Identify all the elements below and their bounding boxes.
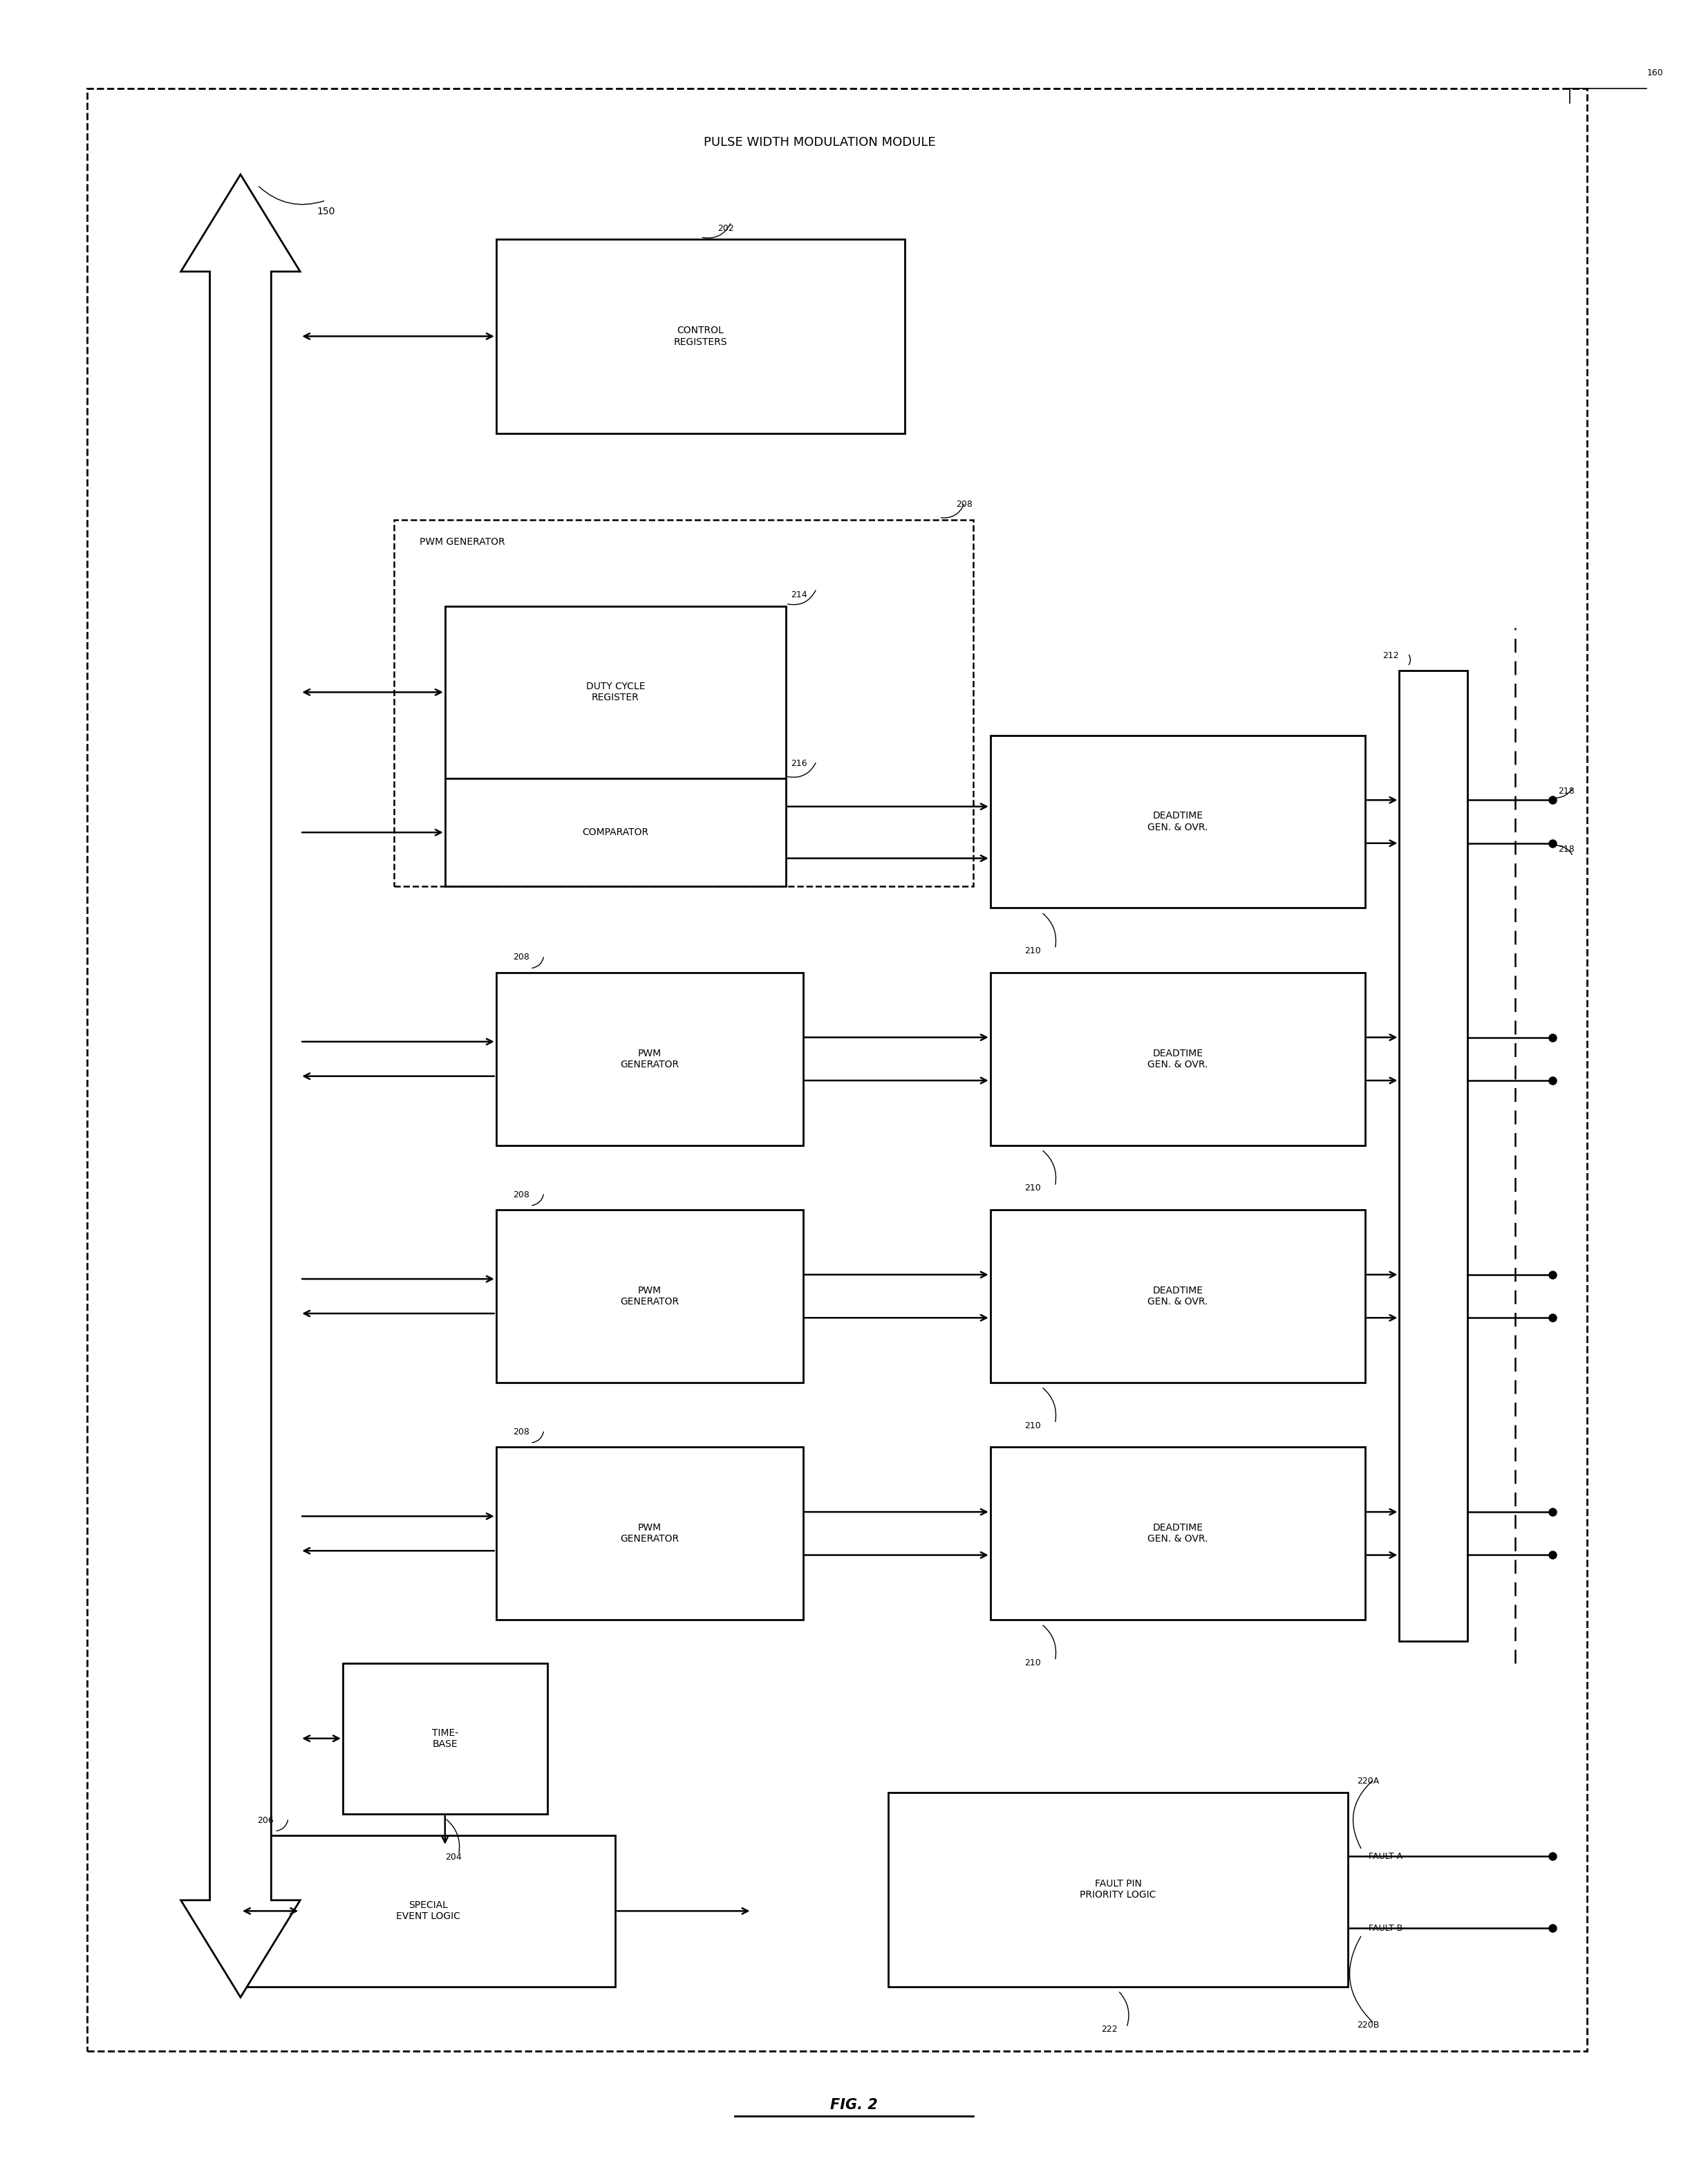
Text: COMPARATOR: COMPARATOR [582, 828, 649, 836]
Text: DEADTIME
GEN. & OVR.: DEADTIME GEN. & OVR. [1148, 1524, 1208, 1543]
Bar [446, 778, 786, 886]
Bar [888, 1791, 1348, 1986]
Text: PWM GENERATOR: PWM GENERATOR [420, 536, 506, 547]
Bar [991, 1210, 1365, 1383]
Text: PWM
GENERATOR: PWM GENERATOR [620, 1524, 678, 1543]
Text: 208: 208 [956, 499, 974, 508]
Text: 160: 160 [1647, 69, 1664, 78]
Bar [87, 89, 1587, 2051]
Text: 220A: 220A [1356, 1776, 1378, 1785]
Text: DEADTIME
GEN. & OVR.: DEADTIME GEN. & OVR. [1148, 810, 1208, 832]
Bar [495, 1448, 803, 1621]
Text: 212: 212 [1382, 650, 1399, 659]
Text: 208: 208 [512, 1428, 529, 1437]
Text: 220B: 220B [1356, 2021, 1378, 2029]
Text: 222: 222 [1102, 2025, 1117, 2034]
Text: 206: 206 [258, 1815, 273, 1824]
Bar [991, 735, 1365, 908]
Text: DEADTIME
GEN. & OVR.: DEADTIME GEN. & OVR. [1148, 1286, 1208, 1307]
Text: 218: 218 [1558, 845, 1575, 854]
Text: FIG. 2: FIG. 2 [830, 2098, 878, 2111]
Text: 210: 210 [1025, 1184, 1040, 1193]
Bar [446, 605, 786, 778]
Bar [395, 519, 974, 886]
Text: SPECIAL
EVENT LOGIC: SPECIAL EVENT LOGIC [396, 1900, 459, 1921]
Text: 216: 216 [791, 759, 808, 767]
Text: FAULT PIN
PRIORITY LOGIC: FAULT PIN PRIORITY LOGIC [1079, 1880, 1156, 1900]
Text: PWM
GENERATOR: PWM GENERATOR [620, 1048, 678, 1070]
Text: FAULT B: FAULT B [1368, 1923, 1402, 1932]
Text: PWM
GENERATOR: PWM GENERATOR [620, 1286, 678, 1307]
Text: PULSE WIDTH MODULATION MODULE: PULSE WIDTH MODULATION MODULE [704, 136, 936, 149]
Text: 150: 150 [318, 207, 335, 216]
Bar [495, 240, 905, 434]
Text: DUTY CYCLE
REGISTER: DUTY CYCLE REGISTER [586, 681, 646, 702]
Bar [495, 972, 803, 1145]
Text: 210: 210 [1025, 1657, 1040, 1668]
Text: 210: 210 [1025, 1422, 1040, 1431]
Text: DEADTIME
GEN. & OVR.: DEADTIME GEN. & OVR. [1148, 1048, 1208, 1070]
Bar [495, 1210, 803, 1383]
Text: 218: 218 [1558, 787, 1575, 795]
Bar [1399, 670, 1467, 1642]
Text: 210: 210 [1025, 947, 1040, 955]
Text: CONTROL
REGISTERS: CONTROL REGISTERS [675, 326, 728, 346]
Text: FAULT A: FAULT A [1368, 1852, 1402, 1861]
Bar [343, 1664, 547, 1813]
Bar [991, 1448, 1365, 1621]
Polygon shape [181, 175, 301, 1997]
Text: 204: 204 [446, 1852, 461, 1861]
Text: 214: 214 [791, 590, 808, 599]
Bar [241, 1835, 615, 1986]
Text: TIME-
BASE: TIME- BASE [432, 1729, 458, 1748]
Bar [991, 972, 1365, 1145]
Text: 208: 208 [512, 1191, 529, 1199]
Text: 208: 208 [512, 953, 529, 962]
Text: 202: 202 [717, 225, 734, 233]
